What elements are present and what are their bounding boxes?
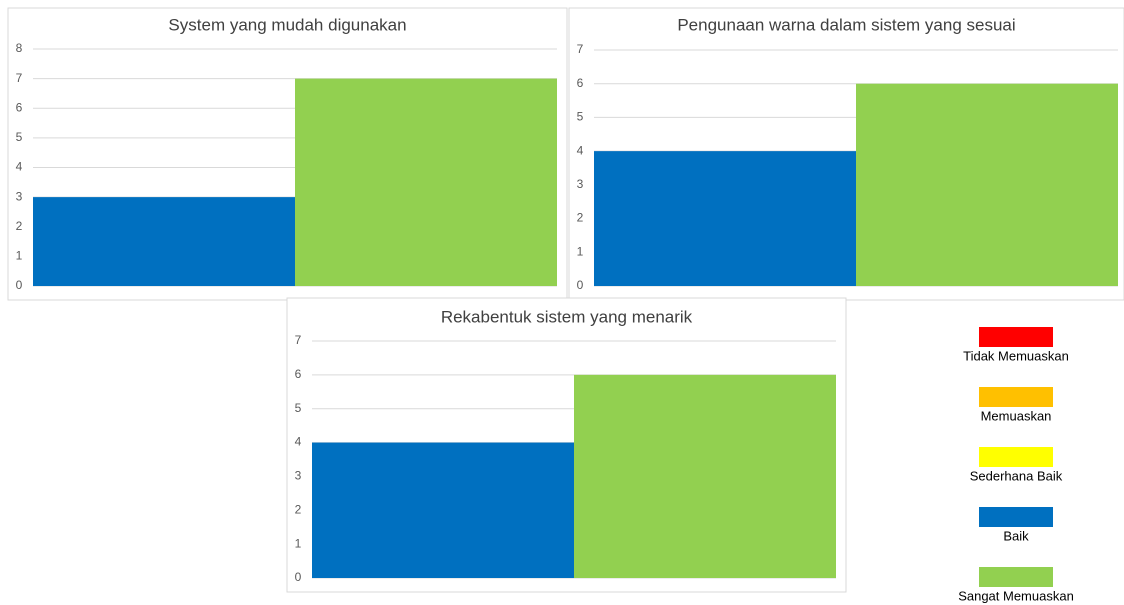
bar xyxy=(295,78,557,286)
y-tick-label: 0 xyxy=(16,278,23,292)
y-tick-label: 3 xyxy=(295,469,302,483)
y-tick-label: 2 xyxy=(16,219,23,233)
y-tick-label: 3 xyxy=(16,189,23,203)
legend-swatch xyxy=(979,447,1053,467)
legend-swatch xyxy=(979,507,1053,527)
y-tick-label: 6 xyxy=(16,100,23,114)
legend-swatch xyxy=(979,387,1053,407)
y-tick-label: 3 xyxy=(577,177,584,191)
chart-title: Rekabentuk sistem yang menarik xyxy=(441,307,693,326)
legend-label: Sangat Memuaskan xyxy=(958,588,1074,603)
y-tick-label: 2 xyxy=(295,502,302,516)
legend-swatch xyxy=(979,327,1053,347)
y-tick-label: 7 xyxy=(16,71,23,85)
y-tick-label: 6 xyxy=(295,367,302,381)
y-tick-label: 1 xyxy=(577,244,584,258)
y-tick-label: 0 xyxy=(577,278,584,292)
legend-label: Sederhana Baik xyxy=(970,468,1063,483)
y-tick-label: 4 xyxy=(577,143,584,157)
legend-label: Tidak Memuaskan xyxy=(963,348,1069,363)
bar xyxy=(33,197,295,286)
y-tick-label: 4 xyxy=(295,435,302,449)
y-tick-label: 5 xyxy=(295,401,302,415)
y-tick-label: 1 xyxy=(295,536,302,550)
legend-label: Baik xyxy=(1003,528,1029,543)
y-tick-label: 7 xyxy=(295,333,302,347)
y-tick-label: 7 xyxy=(577,42,584,56)
bar xyxy=(594,151,856,286)
y-tick-label: 6 xyxy=(577,76,584,90)
y-tick-label: 0 xyxy=(295,570,302,584)
y-tick-label: 1 xyxy=(16,249,23,263)
bar xyxy=(856,83,1118,286)
chart-title: System yang mudah digunakan xyxy=(168,15,406,34)
bar xyxy=(574,374,836,578)
legend-swatch xyxy=(979,567,1053,587)
bar xyxy=(312,442,574,578)
y-tick-label: 8 xyxy=(16,41,23,55)
y-tick-label: 5 xyxy=(16,130,23,144)
legend-label: Memuaskan xyxy=(981,408,1052,423)
y-tick-label: 4 xyxy=(16,160,23,174)
y-tick-label: 2 xyxy=(577,211,584,225)
y-tick-label: 5 xyxy=(577,110,584,124)
chart-title: Pengunaan warna dalam sistem yang sesuai xyxy=(677,15,1015,34)
